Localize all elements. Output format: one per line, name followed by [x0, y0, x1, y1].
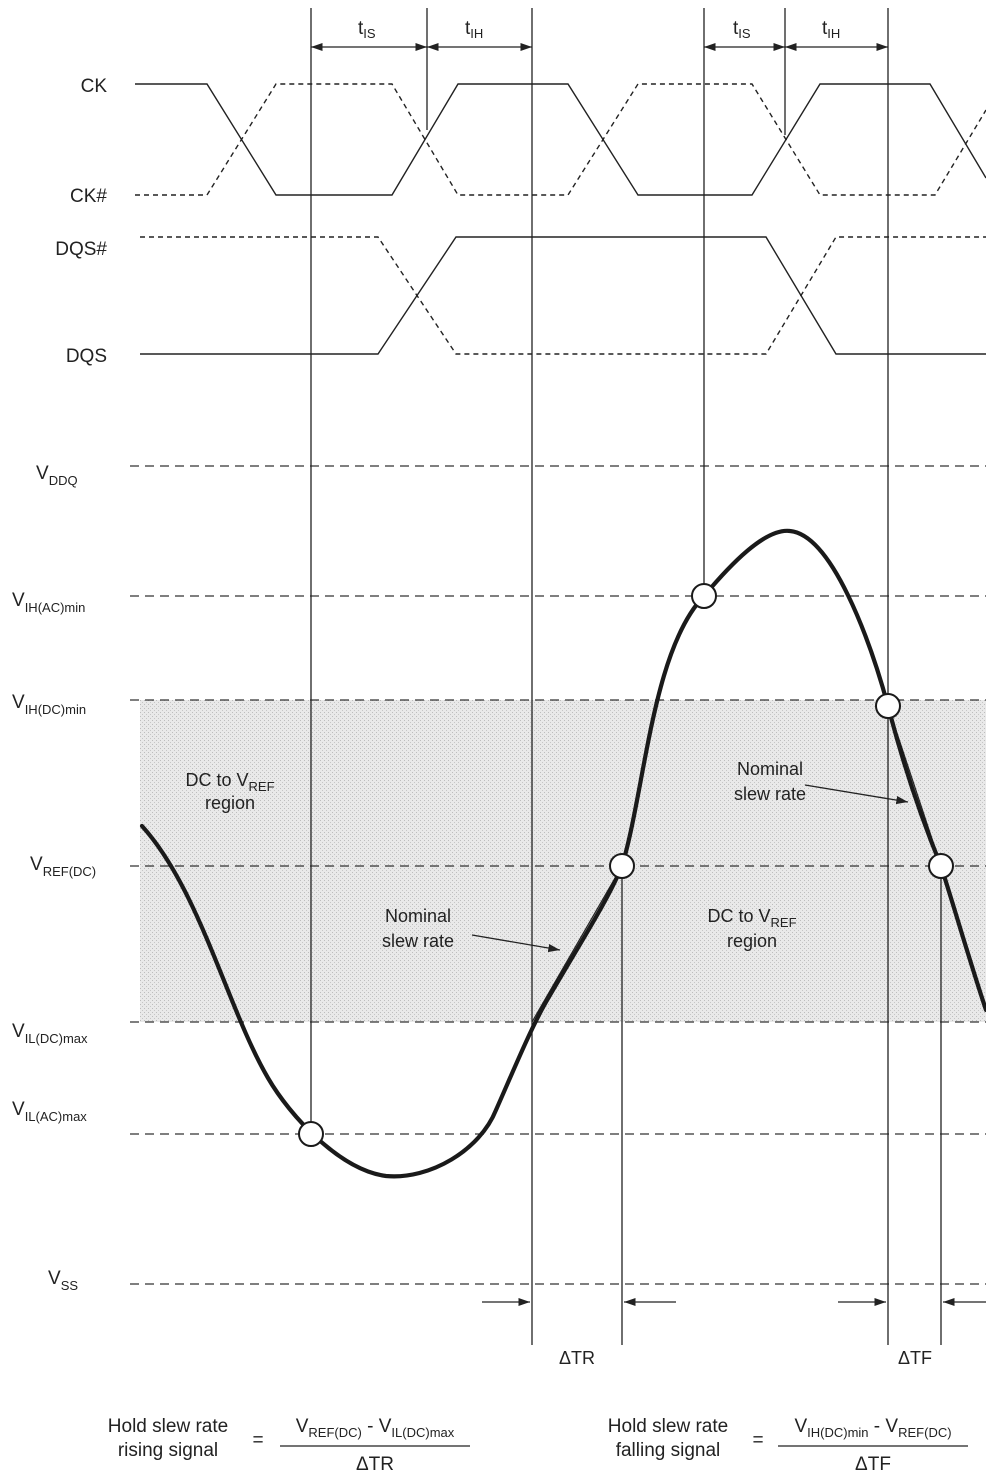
rising-formula-numerator: VREF(DC) - VIL(DC)max [296, 1416, 455, 1440]
rising-formula-equals: = [252, 1430, 263, 1451]
dc-region-upper [140, 700, 986, 866]
dc-region-left-line1: DC to VREF [185, 770, 274, 794]
nominal-center-line1: Nominal [385, 906, 451, 926]
nominal-pointer-center [471, 934, 561, 953]
nominal-pointer-right [804, 784, 909, 805]
vddq-label: VDDQ [36, 463, 78, 488]
nominal-right-line2: slew rate [734, 784, 806, 804]
nominal-center-line2: slew rate [382, 931, 454, 951]
vref-dc-label: VREF(DC) [30, 854, 96, 879]
ck-label: CK [81, 76, 108, 97]
vih-dc-label: VIH(DC)min [12, 692, 86, 717]
delta-tr-label: ΔTR [559, 1348, 595, 1368]
nominal-slew-line-rising [531, 865, 623, 1023]
dc-region-left-line2: region [205, 793, 255, 813]
crossing-marker-vil-ac [298, 1121, 324, 1147]
ck-n-label: CK# [70, 186, 107, 207]
falling-formula-label-line2: falling signal [616, 1440, 721, 1461]
rising-formula-label-line2: rising signal [118, 1440, 218, 1461]
falling-formula-equals: = [752, 1430, 763, 1451]
timing-markers [310, 8, 942, 1345]
dc-region-right-line2: region [727, 931, 777, 951]
dqs-label: DQS [66, 346, 107, 367]
vih-ac-label: VIH(AC)min [12, 590, 85, 615]
vil-ac-label: VIL(AC)max [12, 1099, 87, 1124]
voltage-reference-lines [130, 465, 986, 1285]
falling-formula-numerator: VIH(DC)min - VREF(DC) [794, 1416, 951, 1440]
rising-formula-label-line1: Hold slew rate [108, 1416, 228, 1437]
rising-formula-denominator: ΔTR [356, 1454, 394, 1475]
dc-region-lower [140, 866, 986, 1022]
vss-label: VSS [48, 1268, 78, 1293]
dqs-n-label: DQS# [55, 239, 107, 260]
tis-label-left: tIS [358, 18, 376, 41]
nominal-right-line1: Nominal [737, 759, 803, 779]
ck-n-waveform [135, 83, 986, 196]
crossing-markers [298, 583, 954, 1147]
crossing-marker-vref-rising [609, 853, 635, 879]
dc-region-right-line1: DC to VREF [707, 906, 796, 930]
crossing-marker-vref-falling [928, 853, 954, 879]
dqs-n-waveform [140, 236, 986, 355]
tih-label-right: tIH [822, 18, 840, 41]
delta-tf-label: ΔTF [898, 1348, 932, 1368]
ck-waveform [135, 83, 986, 196]
tih-label-left: tIH [465, 18, 483, 41]
falling-formula-label-line1: Hold slew rate [608, 1416, 728, 1437]
tis-label-right: tIS [733, 18, 751, 41]
dqs-waveform [140, 236, 986, 355]
vil-dc-label: VIL(DC)max [12, 1021, 88, 1046]
crossing-marker-vih-dc [875, 693, 901, 719]
crossing-marker-vih-ac [691, 583, 717, 609]
falling-formula-denominator: ΔTF [855, 1454, 891, 1475]
